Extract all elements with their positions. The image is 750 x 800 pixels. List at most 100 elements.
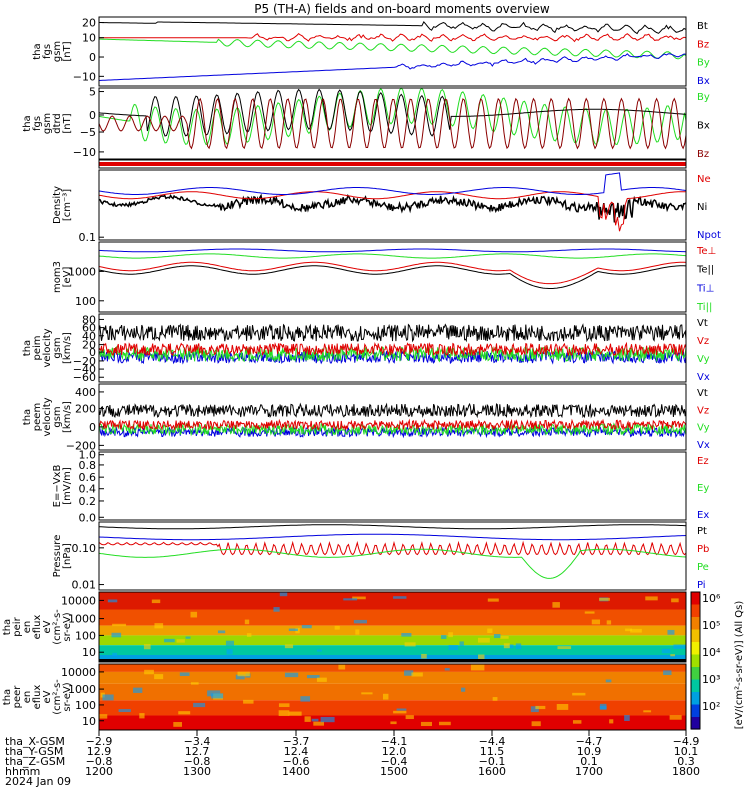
y-axis-label: eV [42,690,53,703]
spectrogram-cell [584,611,595,614]
spectrogram-band [99,655,686,662]
footer-value: −0.6 [283,755,310,768]
footer-value: 1800 [672,765,700,778]
panel-frame [98,663,687,731]
spectrogram-cell [278,703,290,708]
spectrogram-cell [667,629,675,635]
spectrogram-cell [334,625,340,630]
spectrogram-cell [671,598,679,603]
spectrogram-cell [421,653,427,659]
spectrogram-cell [439,721,451,726]
panel-9: 0.10 0.01 Pressure [nPa] Pt Pb Pe Pi [52,521,709,592]
y-tick-label: 10000 [61,666,96,679]
spectrogram-band [99,645,686,655]
spectrogram-cell [225,640,234,646]
legend-label: Pi [697,580,706,591]
legend-label: Npot [697,230,721,241]
legend-label: Pb [697,544,709,555]
colorbar-label: [eV/(cm²-s-sr-eV)] (All Qs) [734,601,745,730]
spectrogram-cell [112,623,127,627]
spectrogram-cell [624,715,630,721]
series-vy-line [98,422,687,437]
panel-frame [98,241,687,313]
spectrogram-cell [107,599,118,603]
y-tick-label: 1000 [68,265,96,278]
y-tick-label: 100 [75,295,96,308]
spectrogram-cell [556,703,569,710]
colorbar-swatch [691,692,700,705]
spectrogram-cell [235,674,245,680]
y-tick-label: 10 [82,646,96,659]
spectrogram-cell [185,636,191,639]
footer-row-label: hhmm [5,765,40,778]
footer-row-label: tha_Y-GSM [5,745,63,758]
spectrogram-cell [492,697,498,701]
footer-value: −3.7 [283,735,310,748]
spectrogram-band [99,625,686,636]
panel-1: 20 10 0 −10 tha fgs gsm [nT] Bt Bz By Bx [32,16,710,87]
legend-label: Vy [697,423,710,434]
footer-value: −2.9 [86,735,113,748]
panel-4: 0.1 Density [cm⁻³] Ne Ni Npot [52,169,721,244]
y-axis-label: en [22,621,33,634]
footer-value: 12.9 [87,745,112,758]
spectrogram-cell [390,721,397,725]
colorbar-swatch [691,679,700,693]
panel-frame [98,383,687,451]
spectrogram-cell [304,716,311,722]
y-axis-label: (cm²-s- [52,679,63,715]
y-axis-label: gsm [42,113,53,134]
spectrogram-cell [361,692,373,695]
spectrogram-cell [461,687,466,692]
spectrogram-cell [661,648,671,654]
colorbar-swatch [691,642,700,655]
legend-label: Te⊥ [696,246,716,257]
spectrogram-cell [535,705,546,710]
spectrogram-cell [557,646,572,650]
legend-label: Ni [697,202,707,213]
colorbar-swatch [691,654,700,668]
legend-label: Bx [697,121,710,132]
colorbar-swatch [691,717,700,730]
y-tick-label: 0.8 [79,459,97,472]
spectrogram-cell [645,596,658,601]
spectrogram-cell [316,677,327,682]
series-pt-line [99,524,687,530]
series-pb-line [98,540,687,556]
footer-value: 1300 [183,765,211,778]
colorbar-tick: 10⁶ [702,592,721,605]
series-vz-line [98,341,687,357]
y-axis-label: [nT] [62,41,73,61]
spectrogram-cell [316,649,322,652]
spectrogram-cell [382,693,389,700]
series-by-line [99,38,687,60]
panel-2: 5 0 −5 −10 tha fgs gsm dtrd [nT] By Bx Bz [22,86,710,160]
series-te-par-line [98,265,687,289]
spectrogram-cell [503,643,510,649]
y-tick-label: −10 [73,146,96,159]
y-axis-label: gsm [52,406,63,427]
y-tick-label: −5 [80,126,96,139]
y-tick-label: 0.6 [79,471,97,484]
y-axis-label: [nT] [62,113,73,133]
legend-label: Vy [697,354,710,365]
y-axis-label: fgs [32,116,43,131]
y-tick-label: 5 [89,86,96,99]
footer-value: −4.7 [576,735,603,748]
y-axis-label: E=−VxB [52,465,63,508]
y-tick-label: 60 [82,322,96,335]
spectrogram-cell [176,639,185,643]
spectrogram-cell [605,679,612,683]
panel-10: 10000 1000 100 10 tha peir en eflux eV (cm²-s-sr-… [2,591,687,663]
legend-label: By [697,92,710,103]
footer-row-label: tha_Z-GSM [5,755,65,768]
spectrogram-band [99,671,686,684]
spectrogram-cell [599,705,607,710]
panel-frame [98,16,687,87]
y-axis-label: peer [12,685,23,709]
y-axis-label: sr-eV) [62,612,73,641]
spectrogram-cell [441,635,447,639]
spectrogram-cell [405,715,414,720]
y-axis-label: tha [32,43,43,59]
legend-label: Vz [697,405,709,416]
